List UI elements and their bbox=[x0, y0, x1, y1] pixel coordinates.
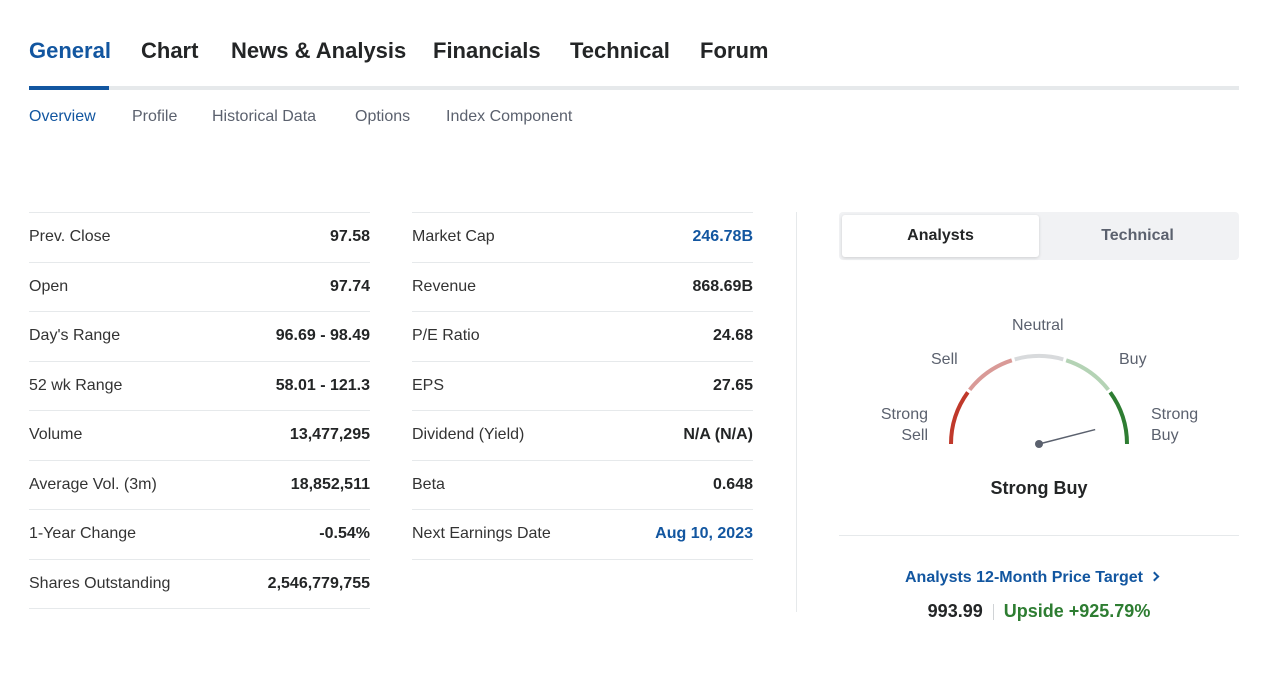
gauge-label-line: Strong bbox=[1151, 406, 1199, 423]
tab-technical[interactable]: Technical bbox=[570, 38, 670, 63]
gauge-label-sell: Sell bbox=[931, 351, 958, 368]
price-target-row: 993.99 Upside +925.79% bbox=[839, 601, 1239, 622]
gauge-segment-buy bbox=[1065, 358, 1110, 392]
panel-divider bbox=[839, 535, 1239, 536]
stat-label: Day's Range bbox=[29, 327, 121, 345]
stat-row-open: Open 97.74 bbox=[29, 263, 370, 312]
stat-value: 96.69 - 98.49 bbox=[275, 327, 370, 345]
stat-value: 13,477,295 bbox=[289, 426, 370, 444]
active-tab-indicator bbox=[29, 86, 109, 90]
stat-value: 18,852,511 bbox=[290, 475, 370, 493]
stat-value: -0.54% bbox=[319, 525, 370, 543]
key-stats-table-right: Market Cap 246.78B Revenue 868.69B P/E R… bbox=[412, 212, 753, 560]
stat-label: EPS bbox=[412, 376, 445, 394]
stat-row-shares-outstanding: Shares Outstanding 2,546,779,755 bbox=[29, 560, 370, 609]
subtab-historical-data[interactable]: Historical Data bbox=[212, 108, 317, 125]
gauge-needle-hub bbox=[1035, 440, 1043, 448]
column-divider bbox=[796, 212, 797, 612]
tab-news-analysis[interactable]: News & Analysis bbox=[231, 38, 407, 63]
subtab-options[interactable]: Options bbox=[355, 108, 411, 125]
gauge-segment-neutral bbox=[1014, 354, 1064, 362]
stat-label: Next Earnings Date bbox=[412, 525, 551, 543]
tab-financials[interactable]: Financials bbox=[433, 38, 541, 63]
stat-label: Market Cap bbox=[412, 228, 495, 246]
stat-label: Open bbox=[29, 277, 69, 295]
stat-label: Beta bbox=[412, 475, 445, 493]
stat-label: 52 wk Range bbox=[29, 376, 123, 394]
subtab-overview[interactable]: Overview bbox=[29, 108, 96, 125]
stat-value: 97.58 bbox=[329, 228, 370, 246]
stat-value: 27.65 bbox=[712, 376, 753, 394]
stat-label: Average Vol. (3m) bbox=[29, 475, 157, 493]
stat-value: 0.648 bbox=[712, 475, 753, 493]
stat-label: Prev. Close bbox=[29, 228, 111, 246]
stat-value: N/A (N/A) bbox=[683, 426, 753, 444]
stat-row-next-earnings-date: Next Earnings Date Aug 10, 2023 bbox=[412, 510, 753, 560]
price-target-value: 993.99 bbox=[927, 601, 983, 621]
price-target-upside: Upside +925.79% bbox=[1003, 601, 1151, 621]
subtab-index-component[interactable]: Index Component bbox=[446, 108, 573, 125]
stat-label: 1-Year Change bbox=[29, 525, 137, 543]
tab-chart[interactable]: Chart bbox=[141, 38, 199, 63]
stat-value: 868.69B bbox=[692, 277, 754, 295]
gauge-label-strong-sell: Strong Sell bbox=[877, 404, 928, 446]
price-target-link[interactable]: Analysts 12-Month Price Target bbox=[905, 569, 1160, 587]
stat-row-prev-close: Prev. Close 97.58 bbox=[29, 213, 370, 263]
key-stats-table-left: Prev. Close 97.58 Open 97.74 Day's Range… bbox=[29, 212, 370, 609]
sentiment-toggle: Analysts Technical bbox=[839, 212, 1239, 260]
next-earnings-date-link[interactable]: Aug 10, 2023 bbox=[655, 525, 753, 543]
subtab-profile[interactable]: Profile bbox=[132, 108, 178, 125]
stat-value: 2,546,779,755 bbox=[267, 574, 370, 592]
stat-row-beta: Beta 0.648 bbox=[412, 461, 753, 510]
stat-row-pe-ratio: P/E Ratio 24.68 bbox=[412, 312, 753, 362]
tab-forum[interactable]: Forum bbox=[700, 38, 769, 63]
stat-label: Volume bbox=[29, 426, 83, 444]
gauge-label-line: Sell bbox=[901, 427, 928, 444]
separator bbox=[992, 604, 994, 621]
gauge-label-line: Buy bbox=[1151, 427, 1179, 444]
tab-general[interactable]: General bbox=[29, 38, 111, 63]
gauge-label-neutral: Neutral bbox=[1012, 317, 1064, 334]
chevron-right-icon bbox=[1149, 571, 1160, 582]
market-cap-link[interactable]: 246.78B bbox=[692, 228, 754, 246]
stat-label: Shares Outstanding bbox=[29, 574, 171, 592]
stat-row-revenue: Revenue 868.69B bbox=[412, 263, 754, 312]
stat-row-average-volume: Average Vol. (3m) 18,852,511 bbox=[29, 461, 370, 510]
stat-label: Revenue bbox=[412, 277, 477, 295]
sentiment-gauge bbox=[949, 354, 1129, 448]
gauge-label-line: Strong bbox=[880, 406, 928, 423]
stat-label: P/E Ratio bbox=[412, 327, 480, 345]
gauge-segment-strong-sell bbox=[949, 391, 970, 445]
stat-row-eps: EPS 27.65 bbox=[412, 362, 753, 411]
stat-row-1-year-change: 1-Year Change -0.54% bbox=[29, 510, 370, 560]
stat-row-volume: Volume 13,477,295 bbox=[29, 411, 370, 461]
gauge-label-strong-buy: Strong Buy bbox=[1151, 404, 1198, 446]
analysts-toggle-button[interactable]: Analysts bbox=[842, 215, 1039, 257]
gauge-segment-sell bbox=[968, 358, 1013, 392]
price-target-link-label: Analysts 12-Month Price Target bbox=[905, 569, 1143, 586]
stat-row-52wk-range: 52 wk Range 58.01 - 121.3 bbox=[29, 362, 370, 411]
stat-value: 97.74 bbox=[329, 277, 370, 295]
technical-toggle-button[interactable]: Technical bbox=[1101, 227, 1174, 244]
stat-row-dividend-yield: Dividend (Yield) N/A (N/A) bbox=[412, 411, 753, 461]
stat-row-market-cap: Market Cap 246.78B bbox=[412, 213, 753, 263]
stat-label: Dividend (Yield) bbox=[412, 426, 525, 444]
main-tab-bar: General Chart News & Analysis Financials… bbox=[29, 0, 1239, 90]
gauge-needle bbox=[1038, 428, 1096, 445]
gauge-segment-strong-buy bbox=[1108, 391, 1129, 445]
stat-value: 58.01 - 121.3 bbox=[275, 376, 370, 394]
sentiment-result: Strong Buy bbox=[990, 478, 1088, 498]
stat-value: 24.68 bbox=[712, 327, 753, 345]
stat-row-days-range: Day's Range 96.69 - 98.49 bbox=[29, 312, 370, 362]
gauge-label-buy: Buy bbox=[1119, 351, 1147, 368]
